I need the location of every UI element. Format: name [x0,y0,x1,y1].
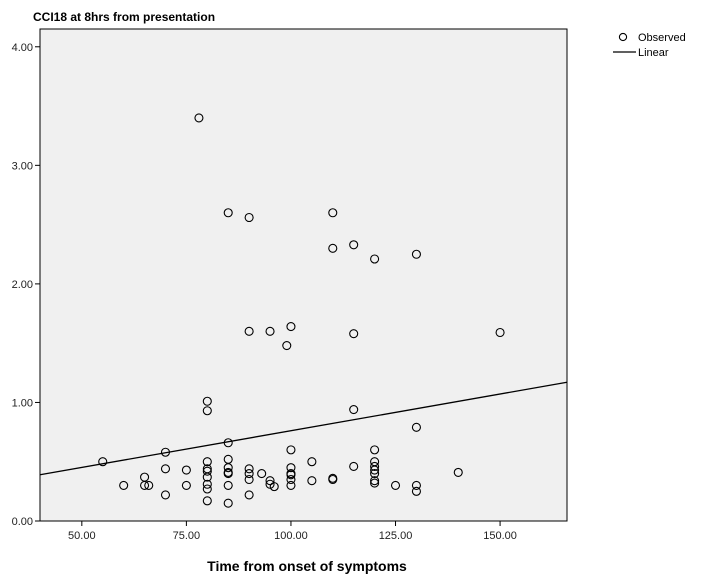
observed-point [265,326,275,336]
observed-point [328,474,338,485]
observed-point [202,457,212,467]
x-tick-label: 50.00 [68,530,96,542]
y-tick-label: 1.00 [12,397,33,409]
observed-point [202,396,212,406]
observed-point [495,327,505,338]
observed-point [223,498,233,508]
observed-point [223,480,233,490]
observed-point [160,464,171,474]
observed-point [140,480,150,490]
observed-point [202,406,212,416]
observed-point [370,461,380,472]
observed-point [286,474,296,485]
observed-point [370,254,380,264]
observed-point [202,496,212,506]
observed-point [328,208,338,218]
legend: Observed Linear [613,32,686,59]
legend-observed-marker [618,32,628,42]
x-tick-label: 125.00 [379,530,413,542]
observed-point [286,470,296,480]
x-tick-label: 100.00 [274,530,308,542]
observed-point [307,476,317,486]
observed-point [244,212,254,223]
observed-point [349,405,359,415]
observed-point [181,465,191,475]
observed-point [349,240,359,250]
linear-fit-line [39,381,568,476]
observed-point [370,478,380,488]
observed-point [411,422,421,432]
observed-point [202,472,212,482]
observed-point [223,469,233,479]
observed-point [181,480,191,490]
observed-point [223,208,233,218]
observed-point [202,484,212,494]
observed-point [269,482,279,492]
y-tick-label: 3.00 [12,160,33,172]
observed-point [223,463,233,473]
observed-point [370,469,380,479]
observed-point [286,480,296,490]
observed-point [411,486,421,496]
observed-point [160,490,171,500]
plot-area-group: 50.00 75.00 100.00 125.00 150.00 0.00 1.00 2.00… [12,28,568,542]
observed-point [349,329,359,339]
observed-point [411,249,421,259]
observed-point [257,469,267,479]
observed-point [144,480,154,490]
y-tick-label: 0.00 [12,516,33,528]
observed-point [370,465,380,475]
observed-point [307,457,317,467]
observed-point [286,463,296,473]
observed-point [244,464,254,474]
observed-point [286,445,296,455]
observed-point [265,476,275,486]
observed-point [223,438,233,448]
x-tick-label: 150.00 [483,530,517,542]
observed-point [244,474,254,485]
legend-observed-label: Observed [638,32,686,44]
observed-point [202,479,212,489]
observed-point [390,480,401,490]
observed-point [202,466,212,476]
plot-background [39,28,568,522]
observed-point [286,322,296,332]
observed-point [370,445,380,455]
observed-point [244,490,254,500]
y-tick-label: 2.00 [12,279,33,291]
observed-point [98,457,108,467]
observed-point [244,469,254,479]
chart-title: CCI18 at 8hrs from presentation [33,10,215,24]
observed-point [328,243,338,253]
observed-point [160,447,171,457]
observed-point [119,480,129,490]
x-axis-label: Time from onset of symptoms [207,558,407,574]
observed-point [411,480,421,490]
observed-point [244,326,254,336]
observed-point [453,467,463,477]
observed-point [349,461,359,472]
observed-point [282,340,292,351]
observed-point [194,113,204,123]
y-tick-label: 4.00 [12,42,33,54]
observed-point [370,476,380,486]
legend-linear-label: Linear [638,47,669,59]
x-tick-label: 75.00 [173,530,201,542]
